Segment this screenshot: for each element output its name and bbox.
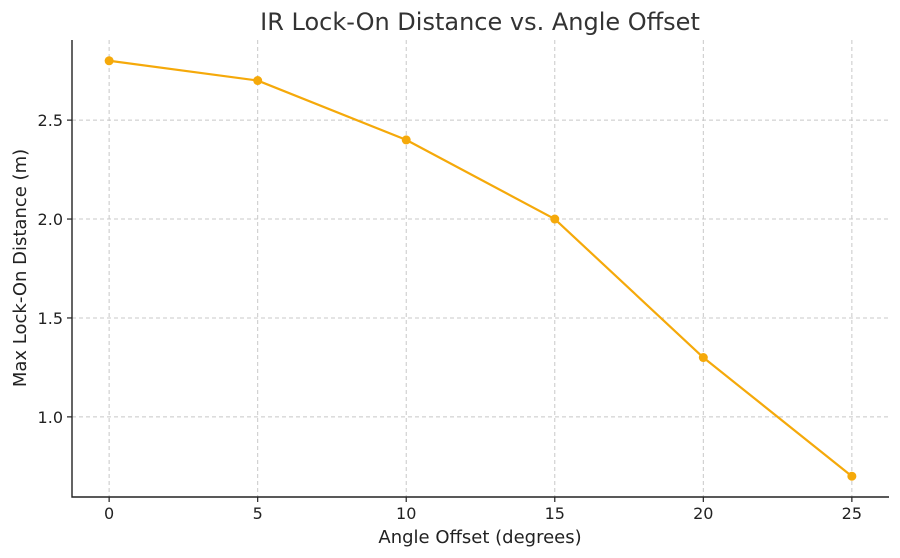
axis-spines bbox=[71, 40, 889, 498]
x-axis-label: Angle Offset (degrees) bbox=[378, 527, 581, 548]
chart-title: IR Lock-On Distance vs. Angle Offset bbox=[260, 8, 700, 36]
x-tick-label: 15 bbox=[545, 504, 565, 523]
data-point bbox=[253, 76, 263, 86]
data-point bbox=[401, 135, 411, 145]
axis-ticks: 0 5 10 15 20 25 1.0 1.5 2.0 2.5 bbox=[38, 111, 862, 523]
x-tick-label: 10 bbox=[396, 504, 416, 523]
y-tick-label: 1.0 bbox=[38, 408, 63, 427]
y-tick-label: 1.5 bbox=[38, 309, 63, 328]
data-point bbox=[698, 353, 708, 363]
data-point bbox=[104, 56, 114, 66]
x-tick-label: 0 bbox=[104, 504, 114, 523]
x-tick-label: 25 bbox=[842, 504, 862, 523]
data-point bbox=[550, 214, 560, 224]
data-point bbox=[847, 471, 857, 481]
x-tick-label: 20 bbox=[693, 504, 713, 523]
x-tick-label: 5 bbox=[253, 504, 263, 523]
data-points bbox=[104, 56, 857, 481]
grid-lines bbox=[72, 40, 889, 497]
y-tick-label: 2.5 bbox=[38, 111, 63, 130]
y-axis-label: Max Lock-On Distance (m) bbox=[10, 149, 31, 387]
y-tick-label: 2.0 bbox=[38, 210, 63, 229]
series-line bbox=[108, 59, 853, 478]
